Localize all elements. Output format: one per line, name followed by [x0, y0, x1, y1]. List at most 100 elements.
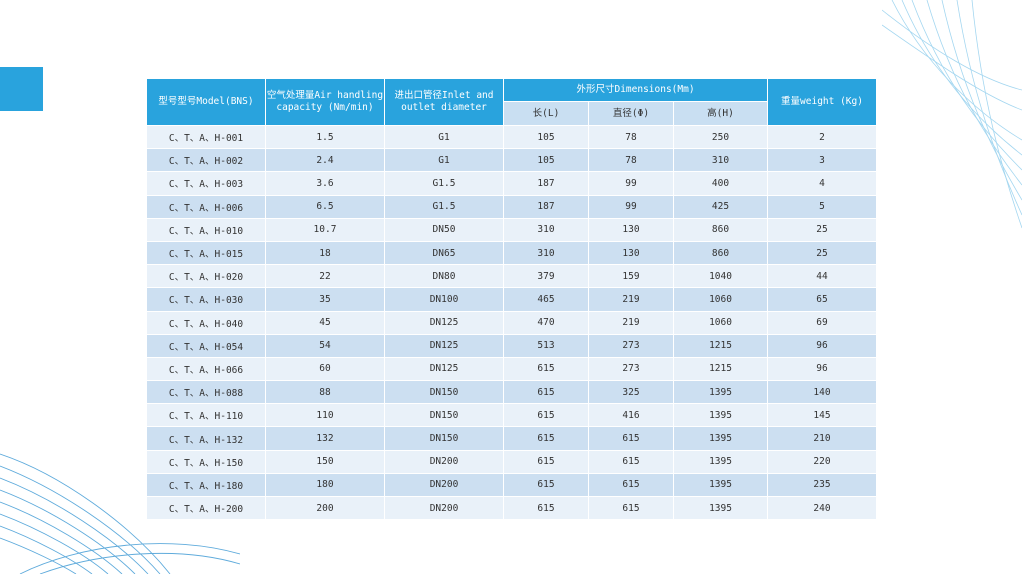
diameter-cell: DN125 — [384, 356, 504, 382]
model-cell: C、T、A、H-003 — [146, 171, 266, 196]
table-row: C、T、A、H-200 200 DN200 615 615 1395 240 — [146, 495, 878, 521]
length-cell: 470 — [503, 310, 589, 335]
table-row: C、T、A、H-030 35 DN100 465 219 1060 65 — [146, 287, 878, 312]
diameter-cell: DN200 — [384, 472, 504, 498]
weight-cell: 44 — [767, 264, 878, 289]
weight-cell: 140 — [767, 380, 878, 405]
height-cell: 250 — [672, 124, 769, 150]
height-cell: 860 — [672, 240, 769, 266]
model-cell: C、T、A、H-180 — [146, 472, 266, 498]
height-cell: 425 — [672, 194, 769, 219]
dia-cell: 219 — [588, 310, 674, 335]
length-cell: 187 — [503, 194, 589, 219]
model-cell: C、T、A、H-200 — [146, 495, 266, 521]
weight-cell: 5 — [767, 194, 878, 219]
capacity-cell: 10.7 — [265, 217, 385, 242]
weight-cell: 210 — [767, 426, 878, 451]
length-cell: 615 — [503, 449, 589, 474]
diameter-cell: G1 — [384, 124, 504, 150]
dia-cell: 159 — [588, 264, 674, 289]
capacity-cell: 1.5 — [265, 124, 385, 150]
table-row: C、T、A、H-001 1.5 G1 105 78 250 2 — [146, 124, 878, 150]
capacity-cell: 35 — [265, 287, 385, 312]
table-row: C、T、A、H-150 150 DN200 615 615 1395 220 — [146, 449, 878, 474]
dia-cell: 615 — [588, 426, 674, 451]
capacity-cell: 6.5 — [265, 194, 385, 219]
height-cell: 1395 — [672, 403, 769, 428]
height-cell: 1395 — [672, 495, 769, 521]
weight-cell: 145 — [767, 403, 878, 428]
dia-cell: 99 — [588, 194, 674, 219]
capacity-cell: 22 — [265, 264, 385, 289]
model-cell: C、T、A、H-020 — [146, 264, 266, 289]
diameter-cell: DN65 — [384, 240, 504, 266]
model-cell: C、T、A、H-066 — [146, 356, 266, 382]
diameter-cell: DN150 — [384, 380, 504, 405]
dia-cell: 615 — [588, 495, 674, 521]
length-cell: 615 — [503, 403, 589, 428]
length-cell: 513 — [503, 333, 589, 358]
table-row: C、T、A、H-002 2.4 G1 105 78 310 3 — [146, 148, 878, 173]
length-cell: 615 — [503, 356, 589, 382]
header-dimensions: 外形尺寸Dimensions(Mm) — [502, 78, 769, 102]
table-row: C、T、A、H-110 110 DN150 615 416 1395 145 — [146, 403, 878, 428]
dia-cell: 130 — [588, 240, 674, 266]
height-cell: 860 — [672, 217, 769, 242]
capacity-cell: 180 — [265, 472, 385, 498]
length-cell: 187 — [503, 171, 589, 196]
weight-cell: 25 — [767, 240, 878, 266]
table-row: C、T、A、H-088 88 DN150 615 325 1395 140 — [146, 380, 878, 405]
capacity-cell: 18 — [265, 240, 385, 266]
decorative-swirl-top-right — [882, 0, 1022, 229]
weight-cell: 69 — [767, 310, 878, 335]
height-cell: 1060 — [672, 287, 769, 312]
capacity-cell: 54 — [265, 333, 385, 358]
weight-cell: 220 — [767, 449, 878, 474]
model-cell: C、T、A、H-006 — [146, 194, 266, 219]
model-cell: C、T、A、H-088 — [146, 380, 266, 405]
diameter-cell: DN200 — [384, 495, 504, 521]
height-cell: 310 — [672, 148, 769, 173]
length-cell: 310 — [503, 217, 589, 242]
length-cell: 105 — [503, 124, 589, 150]
capacity-cell: 3.6 — [265, 171, 385, 196]
diameter-cell: DN150 — [384, 403, 504, 428]
weight-cell: 96 — [767, 356, 878, 382]
model-cell: C、T、A、H-054 — [146, 333, 266, 358]
dia-cell: 78 — [588, 148, 674, 173]
dia-cell: 130 — [588, 217, 674, 242]
table-row: C、T、A、H-006 6.5 G1.5 187 99 425 5 — [146, 194, 878, 219]
length-cell: 105 — [503, 148, 589, 173]
length-cell: 465 — [503, 287, 589, 312]
diameter-cell: DN150 — [384, 426, 504, 451]
model-cell: C、T、A、H-040 — [146, 310, 266, 335]
height-cell: 1395 — [672, 449, 769, 474]
length-cell: 310 — [503, 240, 589, 266]
height-cell: 1395 — [672, 426, 769, 451]
header-weight: 重量weight (Kg) — [767, 78, 878, 126]
height-cell: 1215 — [672, 356, 769, 382]
length-cell: 615 — [503, 380, 589, 405]
dia-cell: 416 — [588, 403, 674, 428]
dia-cell: 615 — [588, 449, 674, 474]
dia-cell: 273 — [588, 333, 674, 358]
table-row: C、T、A、H-132 132 DN150 615 615 1395 210 — [146, 426, 878, 451]
diameter-cell: DN80 — [384, 264, 504, 289]
weight-cell: 4 — [767, 171, 878, 196]
diameter-cell: DN100 — [384, 287, 504, 312]
model-cell: C、T、A、H-030 — [146, 287, 266, 312]
weight-cell: 96 — [767, 333, 878, 358]
table-row: C、T、A、H-054 54 DN125 513 273 1215 96 — [146, 333, 878, 358]
model-cell: C、T、A、H-001 — [146, 124, 266, 150]
model-cell: C、T、A、H-002 — [146, 148, 266, 173]
height-cell: 1040 — [672, 264, 769, 289]
diameter-cell: DN125 — [384, 333, 504, 358]
capacity-cell: 200 — [265, 495, 385, 521]
table-row: C、T、A、H-020 22 DN80 379 159 1040 44 — [146, 264, 878, 289]
dia-cell: 325 — [588, 380, 674, 405]
capacity-cell: 110 — [265, 403, 385, 428]
table-row: C、T、A、H-003 3.6 G1.5 187 99 400 4 — [146, 171, 878, 196]
capacity-cell: 2.4 — [265, 148, 385, 173]
capacity-cell: 60 — [265, 356, 385, 382]
dia-cell: 615 — [588, 472, 674, 498]
